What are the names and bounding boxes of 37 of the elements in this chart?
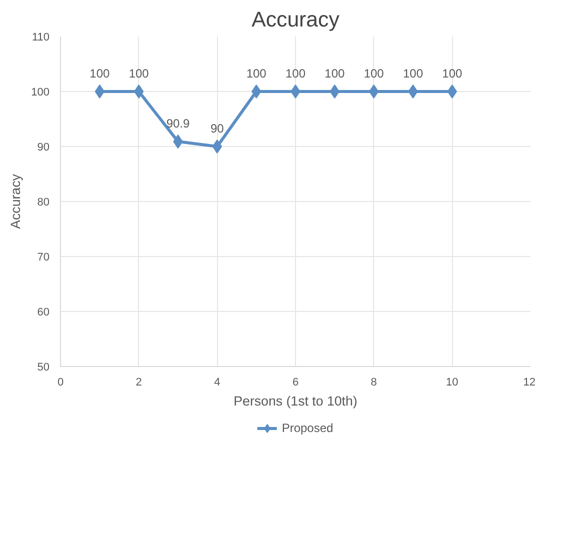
data-label: 100	[90, 66, 110, 80]
point	[330, 84, 340, 98]
chart-title: Accuracy	[252, 8, 340, 32]
y-tick-label: 100	[31, 86, 50, 98]
point	[290, 84, 300, 98]
point	[408, 84, 418, 98]
y-axis-title: Accuracy	[8, 174, 24, 229]
data-label: 100	[442, 66, 463, 80]
x-tick-label: 4	[214, 376, 220, 388]
y-tick-label: 70	[37, 252, 50, 264]
point	[94, 84, 104, 98]
x-tick-label: 6	[292, 376, 299, 388]
data-label: 100	[128, 66, 150, 80]
data-label: 100	[364, 66, 384, 80]
y-tick-label: 110	[32, 32, 50, 44]
data-label: 90.9	[166, 116, 190, 131]
x-axis-title: Persons (1st to 10th)	[234, 394, 358, 408]
data-label: 100	[285, 66, 306, 80]
y-tick-label: 80	[37, 196, 50, 208]
x-tick-label: 12	[523, 376, 536, 388]
point	[447, 84, 457, 98]
data-label: 90	[210, 122, 224, 136]
legend-label: Proposed	[282, 421, 334, 435]
point	[252, 84, 262, 98]
x-tick-label: 0	[57, 376, 64, 388]
data-label: 100	[246, 66, 267, 80]
x-tick-label: 8	[370, 376, 377, 388]
point	[369, 84, 379, 98]
point	[212, 140, 222, 154]
data-label: 100	[324, 66, 346, 80]
data-label: 100	[402, 66, 424, 80]
x-tick-label: 2	[136, 376, 142, 388]
point	[134, 84, 144, 98]
y-tick-label: 90	[37, 142, 50, 154]
x-tick-label: 10	[446, 376, 458, 388]
y-tick-label: 60	[37, 306, 50, 318]
y-tick-label: 50	[37, 362, 50, 374]
